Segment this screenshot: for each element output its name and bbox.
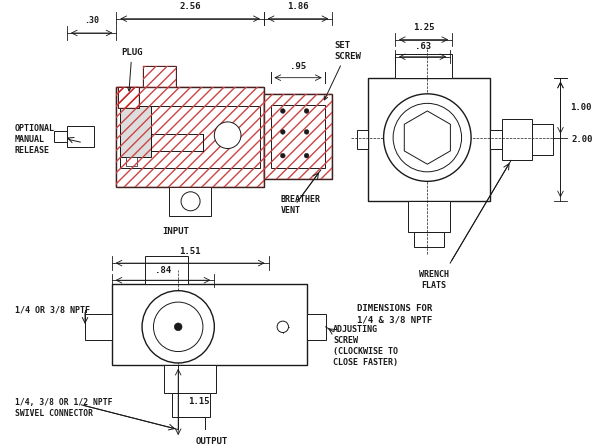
Bar <box>271 105 325 168</box>
Bar <box>151 134 203 151</box>
Circle shape <box>280 109 285 113</box>
Bar <box>112 284 307 365</box>
Bar <box>164 365 216 393</box>
Text: 1/4, 3/8 OR 1/2 NPTF
SWIVEL CONNECTOR: 1/4, 3/8 OR 1/2 NPTF SWIVEL CONNECTOR <box>14 398 112 418</box>
Bar <box>118 87 139 108</box>
Text: .63: .63 <box>415 42 431 51</box>
Bar <box>414 232 445 247</box>
Text: .95: .95 <box>290 62 306 71</box>
Circle shape <box>154 302 203 352</box>
Text: 1.51: 1.51 <box>179 246 201 255</box>
Bar <box>395 54 452 78</box>
Text: WRENCH
FLATS: WRENCH FLATS <box>419 270 449 290</box>
Text: ADJUSTING
SCREW
(CLOCKWISE TO
CLOSE FASTER): ADJUSTING SCREW (CLOCKWISE TO CLOSE FAST… <box>333 325 398 367</box>
Circle shape <box>304 109 309 113</box>
Text: 1.25: 1.25 <box>413 23 434 32</box>
Text: 1.00: 1.00 <box>570 103 592 112</box>
Text: .84: .84 <box>155 266 171 275</box>
Bar <box>67 126 94 147</box>
Bar <box>264 94 332 179</box>
Circle shape <box>181 192 200 211</box>
Bar <box>120 106 151 157</box>
Text: OUTPUT: OUTPUT <box>196 437 227 444</box>
Text: OPTIONAL
MANUAL
RELEASE: OPTIONAL MANUAL RELEASE <box>14 124 55 155</box>
Circle shape <box>280 130 285 134</box>
Bar <box>172 393 209 417</box>
Circle shape <box>277 321 289 333</box>
Text: 2.00: 2.00 <box>572 135 593 144</box>
Circle shape <box>175 323 182 331</box>
Bar <box>143 66 176 87</box>
Bar <box>120 106 260 168</box>
Circle shape <box>142 291 214 363</box>
Circle shape <box>304 130 309 134</box>
Text: PLUG: PLUG <box>121 48 143 91</box>
Bar <box>116 87 264 187</box>
Bar <box>143 66 176 87</box>
Bar <box>357 130 368 149</box>
Text: INPUT: INPUT <box>163 227 189 236</box>
Text: 1.15: 1.15 <box>188 397 209 406</box>
Circle shape <box>214 122 241 149</box>
Text: BREATHER
VENT: BREATHER VENT <box>281 194 321 215</box>
Bar <box>264 94 332 179</box>
Text: DIMENSIONS FOR
1/4 & 3/8 NPTF: DIMENSIONS FOR 1/4 & 3/8 NPTF <box>358 304 433 325</box>
Bar <box>490 130 502 149</box>
Circle shape <box>383 94 471 181</box>
Bar <box>307 313 326 340</box>
Bar <box>116 87 264 187</box>
Bar <box>118 87 139 108</box>
Bar <box>126 157 137 166</box>
Circle shape <box>304 153 309 158</box>
Text: SET
SCREW: SET SCREW <box>325 41 361 100</box>
Text: .30: .30 <box>84 16 99 25</box>
Bar <box>178 417 205 439</box>
Bar <box>532 124 553 155</box>
Text: IN: IN <box>186 303 196 312</box>
Bar <box>169 187 211 216</box>
Bar <box>368 78 490 201</box>
Circle shape <box>393 103 461 172</box>
Bar <box>409 201 450 232</box>
Bar <box>85 313 112 340</box>
Text: 2.56: 2.56 <box>179 2 201 11</box>
Bar <box>145 255 188 284</box>
Text: 1/4 OR 3/8 NPTF: 1/4 OR 3/8 NPTF <box>14 305 89 314</box>
Text: 1.86: 1.86 <box>287 2 309 11</box>
Circle shape <box>280 153 285 158</box>
Bar <box>53 131 67 143</box>
Bar <box>502 119 532 160</box>
